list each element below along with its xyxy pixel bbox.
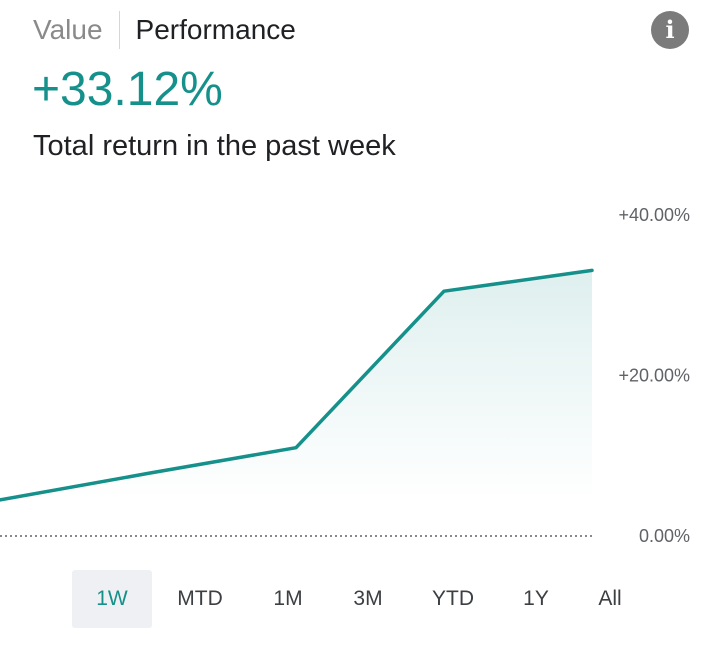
y-tick-label: +20.00% [618, 366, 690, 386]
info-icon: i [665, 15, 675, 44]
range-button-1w[interactable]: 1W [72, 570, 152, 628]
y-tick-label: +40.00% [618, 205, 690, 225]
tab-divider [118, 11, 120, 49]
total-return-caption: Total return in the past week [33, 130, 396, 162]
range-button-ytd[interactable]: YTD [432, 587, 474, 610]
range-button-1y[interactable]: 1Y [523, 587, 549, 610]
time-range-selector: 1W MTD 1M 3M YTD 1Y All [72, 570, 646, 628]
y-tick-label: 0.00% [639, 526, 690, 546]
info-button[interactable]: i [651, 11, 689, 49]
chart-area-fill [0, 270, 592, 500]
tab-performance[interactable]: Performance [135, 14, 296, 45]
chart-line [0, 268, 594, 502]
range-button-mtd[interactable]: MTD [177, 587, 223, 610]
range-button-3m[interactable]: 3M [353, 587, 383, 610]
view-tabs: Value Performance [33, 10, 296, 50]
range-button-all[interactable]: All [598, 587, 622, 610]
tab-value[interactable]: Value [33, 14, 103, 45]
range-button-1m[interactable]: 1M [273, 587, 303, 610]
total-return-value: +33.12% [32, 63, 223, 116]
y-axis-labels: 0.00% +20.00% +40.00% [618, 205, 690, 546]
